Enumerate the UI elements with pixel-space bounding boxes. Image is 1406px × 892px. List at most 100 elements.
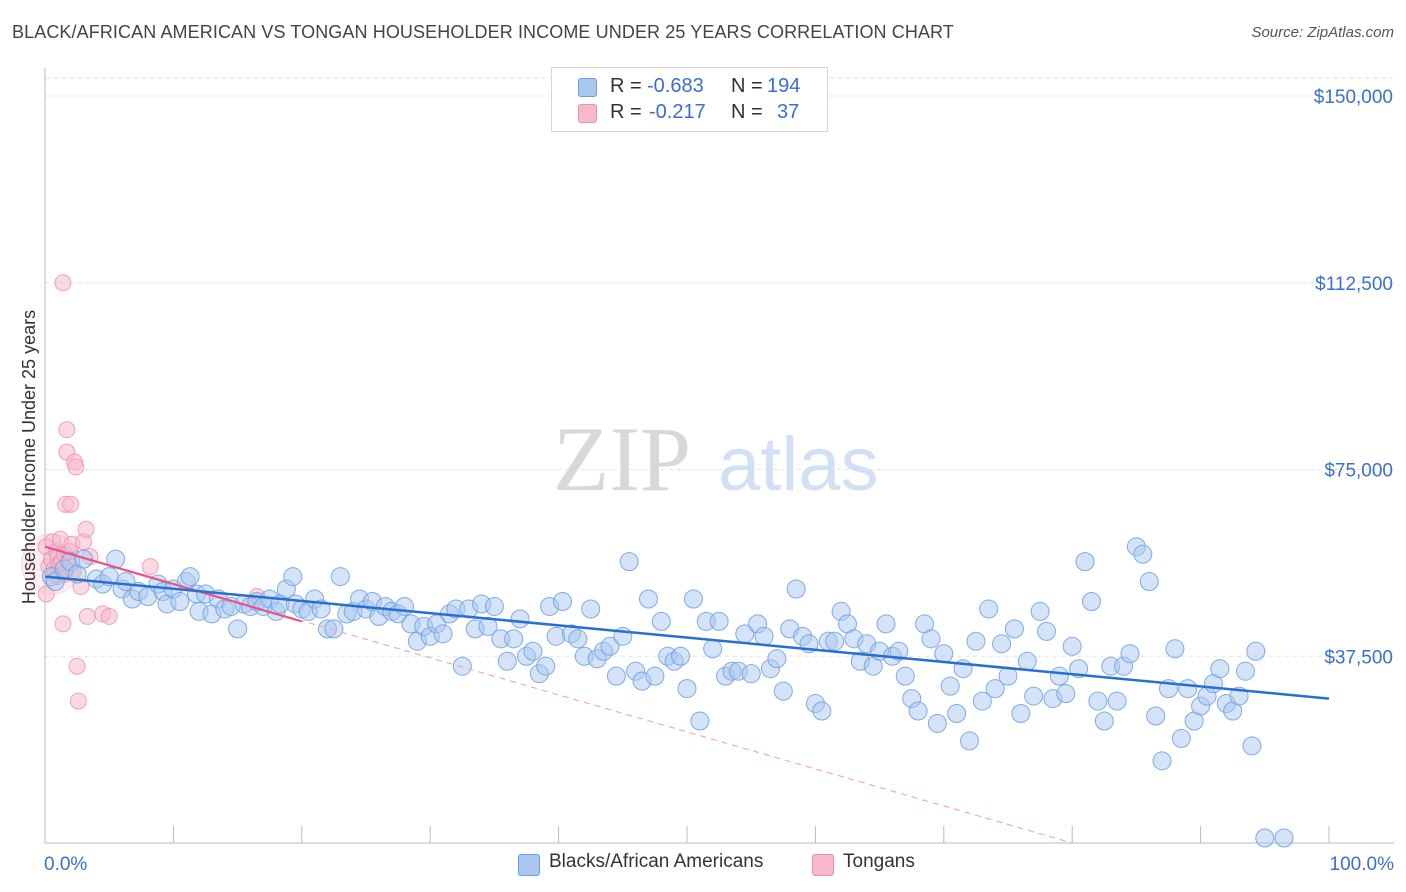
legend-r-label: R =	[610, 75, 642, 97]
black-point	[645, 666, 665, 686]
black-point	[228, 619, 248, 639]
x-tick-label: 0.0%	[44, 854, 87, 875]
x-tick-label: 100.0%	[1330, 854, 1395, 875]
black-point	[1139, 572, 1159, 592]
black-point	[606, 666, 626, 686]
black-point	[1011, 704, 1031, 724]
black-point	[773, 681, 793, 701]
black-point	[709, 611, 729, 631]
black-point	[581, 599, 601, 619]
black-point	[1120, 644, 1140, 664]
tongan-point	[54, 274, 72, 292]
black-point	[671, 646, 691, 666]
tongan-point	[54, 615, 72, 633]
black-point	[889, 641, 909, 661]
black-point	[1236, 661, 1256, 681]
black-point	[966, 631, 986, 651]
black-point	[947, 704, 967, 724]
bottom-legend-label-tongan: Tongans	[843, 851, 915, 872]
black-point	[1017, 651, 1037, 671]
black-point	[283, 567, 303, 587]
legend-n-value: 194	[767, 75, 801, 97]
black-point	[908, 701, 928, 721]
legend-n-label: N =	[731, 101, 763, 123]
black-point	[985, 679, 1005, 699]
y-tick-label: $150,000	[1314, 87, 1393, 108]
bottom-legend-swatch-black	[518, 854, 540, 876]
black-point	[1242, 736, 1262, 756]
black-point	[1210, 659, 1230, 679]
black-point	[940, 676, 960, 696]
tick-labels: $37,500 $75,000 $112,500 $150,000 0.0% 100.0%	[44, 87, 1394, 875]
legend-r-label: R =	[610, 101, 642, 123]
source-credit: Source: ZipAtlas.com	[1251, 24, 1394, 41]
black-point	[638, 589, 658, 609]
black-point	[703, 639, 723, 659]
tongan-point	[69, 692, 87, 710]
black-point	[504, 629, 524, 649]
black-point	[484, 596, 504, 616]
legend-n-label: N =	[731, 75, 763, 97]
black-point	[600, 636, 620, 656]
legend-n-value: 37	[777, 101, 800, 123]
black-point	[324, 619, 344, 639]
watermark-zip: ZIP	[553, 408, 691, 510]
tongan-point	[78, 607, 96, 625]
legend-r-value: -0.683	[647, 75, 704, 97]
black-point	[959, 731, 979, 751]
black-point	[1246, 641, 1266, 661]
black-point	[1049, 666, 1069, 686]
y-tick-label: $112,500	[1315, 274, 1393, 295]
y-tick-label: $37,500	[1324, 647, 1393, 668]
black-point	[1107, 691, 1127, 711]
black-point	[1146, 706, 1166, 726]
black-point	[690, 711, 710, 731]
tongan-trend-line	[44, 545, 303, 623]
black-point	[1037, 621, 1057, 641]
black-point	[677, 679, 697, 699]
y-axis-label: Householder Income Under 25 years	[19, 310, 39, 604]
black-point	[568, 629, 588, 649]
correlation-legend: R = -0.683 N = 194 R = -0.217 N = 37	[551, 67, 828, 132]
legend-swatch-black	[578, 78, 597, 97]
watermark-atlas: atlas	[718, 422, 879, 507]
grid-lines	[45, 77, 1394, 657]
black-point	[523, 641, 543, 661]
tongan-point	[77, 520, 95, 538]
black-point	[812, 701, 832, 721]
black-point	[1004, 619, 1024, 639]
tongan-point	[67, 458, 85, 476]
black-point	[934, 644, 954, 664]
black-point	[180, 567, 200, 587]
black-point	[552, 591, 572, 611]
black-point	[651, 611, 671, 631]
tongan-point	[58, 421, 76, 439]
legend-swatch-tongan	[578, 104, 597, 123]
chart-title: BLACK/AFRICAN AMERICAN VS TONGAN HOUSEHO…	[12, 22, 954, 42]
black-point	[921, 629, 941, 649]
black-point	[478, 616, 498, 636]
black-point	[330, 567, 350, 587]
black-point	[754, 626, 774, 646]
black-point	[1062, 636, 1082, 656]
black-point	[895, 666, 915, 686]
black-point	[767, 649, 787, 669]
black-point	[452, 656, 472, 676]
legend-r-value: -0.217	[649, 101, 706, 123]
black-point	[116, 572, 136, 592]
tongan-point	[68, 657, 86, 675]
black-point	[1171, 728, 1191, 748]
legend-row-tongan: R = -0.217 N = 37	[552, 101, 827, 127]
black-point	[433, 624, 453, 644]
black-point	[683, 589, 703, 609]
black-point	[1081, 591, 1101, 611]
black-point	[741, 664, 761, 684]
black-point	[1274, 828, 1294, 848]
black-point	[510, 609, 530, 629]
black-point	[536, 656, 556, 676]
black-point	[1133, 544, 1153, 564]
black-point	[1056, 684, 1076, 704]
legend-row-black: R = -0.683 N = 194	[552, 75, 827, 101]
black-point	[1165, 639, 1185, 659]
